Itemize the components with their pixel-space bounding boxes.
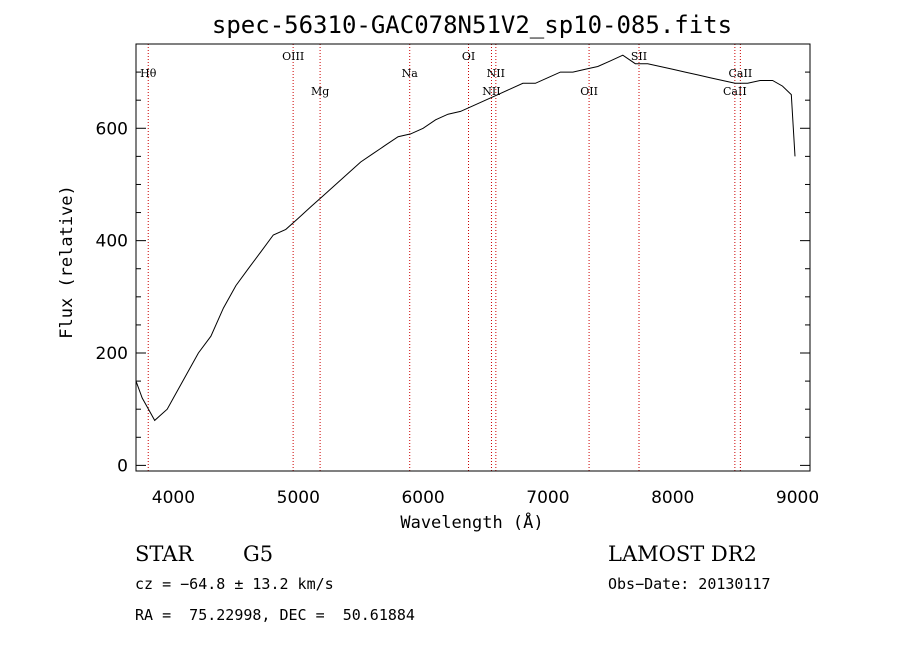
chart-title: spec-56310-GAC078N51V2_sp10-085.fits [212, 11, 732, 39]
redshift-cz: cz = −64.8 ± 13.2 km/s [135, 575, 334, 593]
y-tick-label: 0 [117, 456, 128, 476]
spectral-lines: Hθ OIII Mg Na OI NII NII OII SII CaII CaII [140, 44, 752, 471]
y-axis-ticks: 0 200 400 600 [96, 43, 810, 476]
x-tick-label: 6000 [401, 488, 444, 508]
spectral-line-label: CaII [729, 67, 753, 80]
spectral-line-label: OIII [282, 50, 304, 63]
spectral-line-label: Hθ [140, 67, 157, 80]
x-axis-ticks: 4000 5000 6000 7000 8000 9000 [152, 488, 819, 508]
y-axis-label: Flux (relative) [57, 185, 77, 339]
y-tick-label: 600 [96, 119, 128, 139]
x-tick-label: 5000 [277, 488, 320, 508]
spectral-line-label: Na [402, 67, 419, 80]
spectral-line-label: CaII [723, 85, 747, 98]
object-subclass: G5 [243, 542, 274, 566]
x-tick-label: 4000 [152, 488, 195, 508]
spectral-line-label: OII [580, 85, 598, 98]
x-axis-label: Wavelength (Å) [400, 511, 543, 533]
survey-name: LAMOST DR2 [608, 542, 757, 566]
y-tick-label: 200 [96, 344, 128, 364]
x-tick-label: 8000 [651, 488, 694, 508]
object-type: STAR [135, 542, 194, 566]
plot-frame [135, 43, 811, 472]
spectral-line-label: SII [631, 50, 647, 63]
obs-date: Obs−Date: 20130117 [608, 575, 771, 593]
spectral-line-label: Mg [311, 85, 329, 98]
y-tick-label: 400 [96, 232, 128, 252]
spectral-line-label: OI [462, 50, 475, 63]
spectral-line-label: NII [487, 67, 505, 80]
spectral-line-label: NII [482, 85, 500, 98]
x-tick-label: 9000 [776, 488, 819, 508]
spectrum-line [135, 54, 796, 422]
x-tick-label: 7000 [526, 488, 569, 508]
coordinates: RA = 75.22998, DEC = 50.61884 [135, 606, 415, 624]
